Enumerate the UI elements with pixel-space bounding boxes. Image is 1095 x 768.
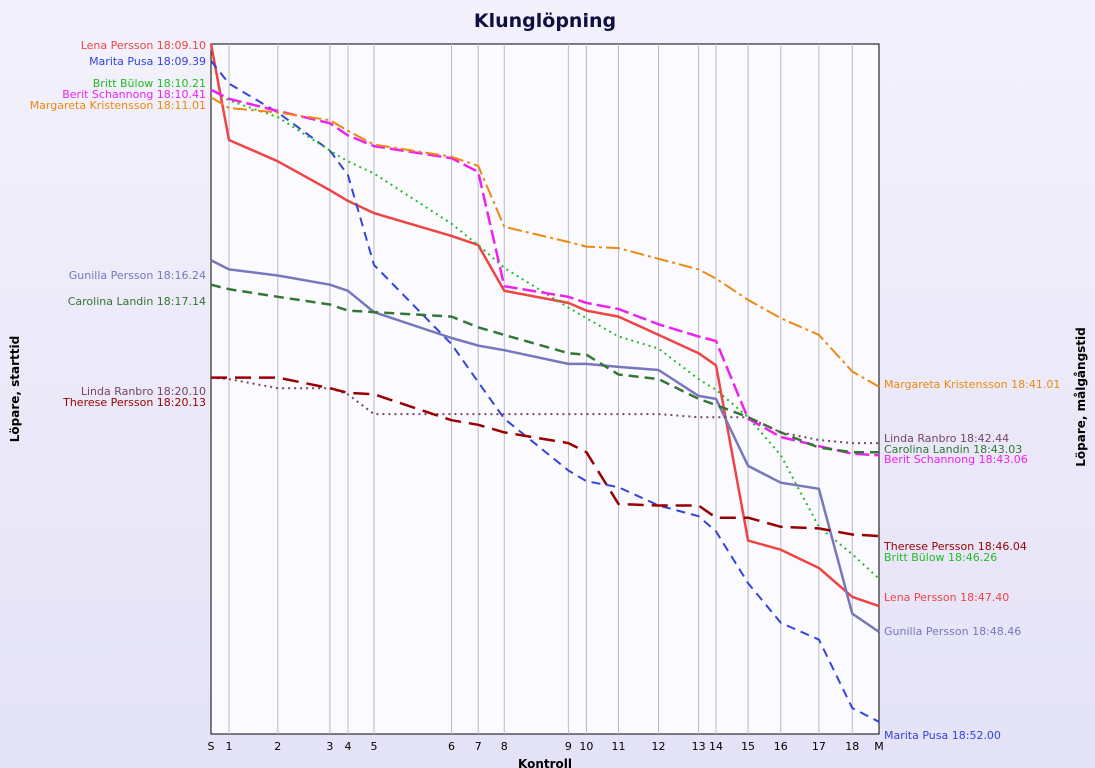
x-tick-12: 12	[652, 740, 666, 753]
series-line-6	[210, 283, 879, 454]
x-tick-5: 5	[370, 740, 377, 753]
start-label-5: Gunilla Persson 18:16.24	[69, 269, 206, 282]
start-label-3: Berit Schannong 18:10.41	[62, 88, 206, 101]
x-tick-8: 8	[501, 740, 508, 753]
x-axis-title: Kontroll	[518, 757, 572, 768]
finish-label-6: Carolina Landin 18:43.03	[884, 443, 1022, 456]
x-tick-7: 7	[475, 740, 482, 753]
x-tick-13: 13	[692, 740, 706, 753]
series-line-4	[210, 96, 880, 388]
finish-label-7: Linda Ranbro 18:42.44	[884, 432, 1009, 445]
finish-label-2: Britt Bülow 18:46.26	[884, 551, 997, 564]
x-tick-9: 9	[565, 740, 572, 753]
x-tick-3: 3	[326, 740, 333, 753]
series-line-3	[210, 88, 880, 457]
x-tick-labels: S 1 2 3 4 5 6 7 8 9 10 11 12 13 14 15 16 17 18 M	[208, 740, 884, 753]
finish-label-8: Therese Persson 18:46.04	[883, 540, 1027, 553]
x-tick-14: 14	[709, 740, 723, 753]
x-tick-1: 1	[226, 740, 233, 753]
y-axis-title-right: Löpare, målgångstid	[1074, 327, 1088, 467]
finish-label-1: Marita Pusa 18:52.00	[884, 729, 1001, 742]
start-label-2: Britt Bülow 18:10.21	[93, 77, 206, 90]
plot-area	[210, 43, 880, 735]
chart-title: Klunglöpning	[474, 10, 616, 32]
x-tick-15: 15	[741, 740, 755, 753]
finish-label-5: Gunilla Persson 18:48.46	[884, 625, 1021, 638]
x-tick-10: 10	[579, 740, 593, 753]
x-tick-S: S	[208, 740, 215, 753]
start-label-0: Lena Persson 18:09.10	[81, 39, 206, 52]
series-line-8	[211, 376, 880, 538]
series-line-1	[210, 60, 880, 723]
x-tick-2: 2	[274, 740, 281, 753]
start-label-8: Therese Persson 18:20.13	[62, 396, 206, 409]
x-tick-4: 4	[344, 740, 351, 753]
finish-labels: Lena Persson 18:47.40 Marita Pusa 18:52.0…	[883, 378, 1060, 742]
x-tick-M: M	[874, 740, 884, 753]
start-label-4: Margareta Kristensson 18:11.01	[30, 99, 206, 112]
x-tick-6: 6	[448, 740, 455, 753]
x-tick-16: 16	[774, 740, 788, 753]
series-lines	[209, 43, 880, 723]
y-axis-title-left: Löpare, starttid	[8, 336, 22, 442]
series-line-5	[210, 259, 880, 633]
x-tick-17: 17	[812, 740, 826, 753]
finish-label-3: Berit Schannong 18:43.06	[884, 453, 1028, 466]
start-label-6: Carolina Landin 18:17.14	[68, 295, 206, 308]
start-label-7: Linda Ranbro 18:20.10	[81, 385, 206, 398]
series-line-0	[209, 43, 880, 608]
finish-label-4: Margareta Kristensson 18:41.01	[884, 378, 1060, 391]
x-tick-11: 11	[611, 740, 625, 753]
start-label-1: Marita Pusa 18:09.39	[89, 55, 206, 68]
x-tick-18: 18	[845, 740, 859, 753]
finish-label-0: Lena Persson 18:47.40	[884, 591, 1009, 604]
start-labels: Lena Persson 18:09.10 Marita Pusa 18:09.3…	[30, 39, 206, 409]
